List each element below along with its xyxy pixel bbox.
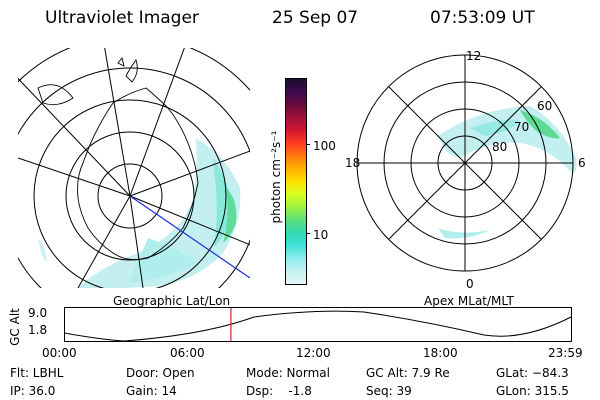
altitude-xtick-3: 18:00: [423, 346, 458, 360]
info-ip: IP: 36.0: [10, 384, 56, 398]
altitude-ylabel: GC Alt: [8, 308, 22, 346]
longitude-lines: [18, 48, 250, 288]
altitude-xtick-2: 12:00: [296, 346, 331, 360]
info-gc-alt: GC Alt: 7.9 Re: [366, 366, 450, 380]
colorbar-tickmark: [306, 144, 310, 146]
right-panel-caption: Apex MLat/MLT: [424, 294, 514, 308]
info-dsp: Dsp: -1.8: [246, 384, 312, 398]
time-label: 07:53:09 UT: [430, 8, 535, 28]
info-seq: Seq: 39: [366, 384, 412, 398]
colorbar-unit-label: photon cm⁻²s⁻¹: [269, 130, 283, 224]
left-panel-caption: Geographic Lat/Lon: [113, 294, 231, 308]
altitude-xtick-4: 23:59: [548, 346, 583, 360]
altitude-ytick-low: 1.8: [28, 323, 48, 337]
mlt-label-6: 6: [578, 156, 586, 170]
altitude-xtick-1: 06:00: [170, 346, 205, 360]
mlt-label-0: 0: [466, 277, 474, 291]
terminator-line: [129, 195, 250, 279]
info-door: Door: Open: [126, 366, 195, 380]
instrument-title: Ultraviolet Imager: [45, 8, 199, 28]
info-mode: Mode: Normal: [246, 366, 330, 380]
mlt-label-18: 18: [345, 156, 361, 170]
info-glon: GLon: 315.5: [496, 384, 569, 398]
info-flt: Flt: LBHL: [10, 366, 64, 380]
altitude-xtick-0: 00:00: [42, 346, 77, 360]
colorbar: [285, 78, 307, 285]
info-gain: Gain: 14: [126, 384, 177, 398]
altitude-plot: [64, 307, 572, 342]
mlt-lines: [357, 55, 573, 271]
mlt-label-12: 12: [466, 49, 482, 63]
auroral-emission-mag: [438, 106, 577, 239]
latitude-circles: [18, 48, 250, 288]
magnetic-map: [356, 54, 577, 272]
mlat-label-60: 60: [537, 99, 553, 113]
altitude-ytick-high: 9.0: [28, 306, 48, 320]
info-glat: GLat: −84.3: [496, 366, 569, 380]
date-label: 25 Sep 07: [272, 8, 359, 28]
colorbar-tick-100: 100: [313, 139, 336, 153]
colorbar-tick-10: 10: [313, 228, 329, 242]
colorbar-tickmark: [306, 233, 310, 234]
auroral-emission: [38, 138, 241, 288]
geographic-map: [18, 48, 250, 288]
mlat-label-70: 70: [514, 120, 530, 134]
mlat-label-80: 80: [492, 140, 508, 154]
coastline: [37, 57, 199, 261]
